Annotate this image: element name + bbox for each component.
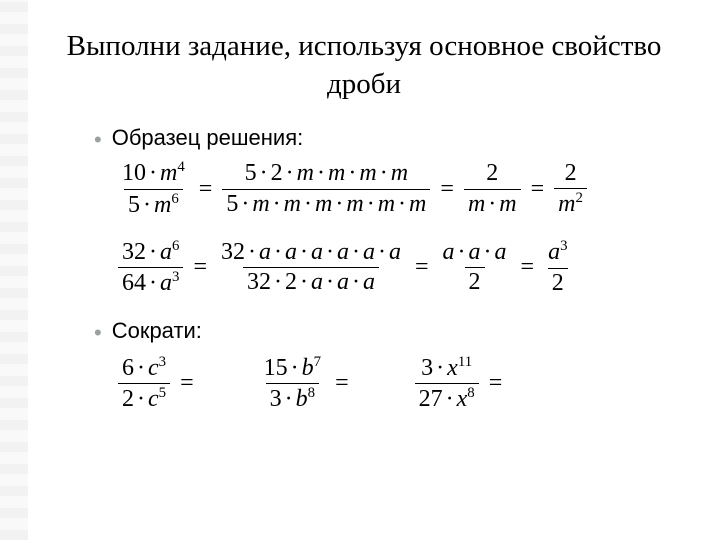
bullet-simplify: • Сократи: [94,318,680,344]
equals-sign: = [183,254,217,281]
bullet-example: • Образец решения: [94,125,680,151]
bullet-dot-icon: • [94,129,102,151]
example-1-step2: 5·2·m·m·m·m 5·m·m·m·m·m·m [222,160,430,218]
exercise-1: 6·c3 2·c5 = [118,354,204,414]
example-1-step3: 2 m·m [464,160,521,218]
bullet-simplify-label: Сократи: [112,318,202,344]
exercise-2: 15·b7 3·b8 = [260,354,359,414]
exercise-3: 3·x11 27·x8 = [415,354,513,414]
equals-sign: = [521,176,555,203]
exercise-row: 6·c3 2·c5 = 15·b7 3·b8 = 3·x11 27·x8 = [118,354,680,414]
example-1-step4: 2 m2 [554,160,587,219]
bullet-example-label: Образец решения: [112,125,304,151]
equals-sign: = [405,254,439,281]
slide: Выполни задание, используя основное свой… [0,0,720,434]
example-2-row: 32·a6 64·a3 = 32·a·a·a·a·a·a 32·2·a·a·a … [118,238,680,298]
example-2: 32·a6 64·a3 = 32·a·a·a·a·a·a 32·2·a·a·a … [118,238,680,298]
example-1-step1: 10·m4 5·m6 [118,159,189,219]
example-2-step1: 32·a6 64·a3 [118,238,183,298]
example-1: 10·m4 5·m6 = 5·2·m·m·m·m 5·m·m·m·m·m·m =… [118,159,680,219]
example-2-step3: a·a·a 2 [439,239,511,297]
equals-sign: = [189,176,223,203]
example-2-step2: 32·a·a·a·a·a·a 32·2·a·a·a [217,239,405,297]
slide-title: Выполни задание, используя основное свой… [48,28,680,103]
equals-sign: = [511,254,545,281]
example-1-row: 10·m4 5·m6 = 5·2·m·m·m·m 5·m·m·m·m·m·m =… [118,159,680,219]
bullet-dot-icon: • [94,322,102,344]
example-2-step4: a3 2 [544,238,571,297]
equals-sign: = [430,176,464,203]
